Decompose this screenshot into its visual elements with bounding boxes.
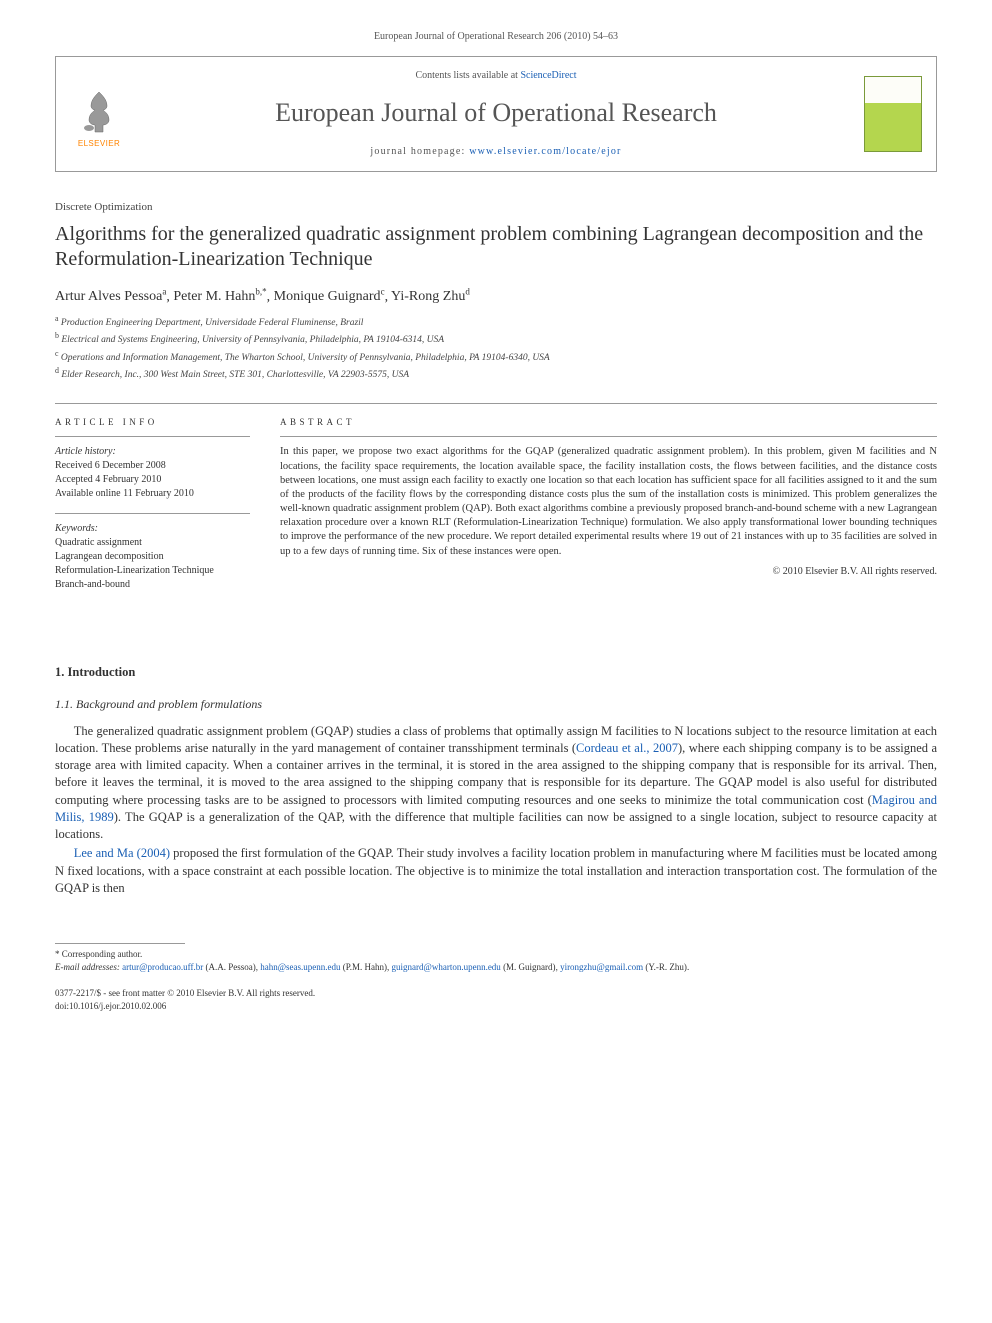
homepage-prefix: journal homepage: <box>370 146 469 157</box>
affiliation: a Production Engineering Department, Uni… <box>55 313 937 330</box>
citation-link[interactable]: Cordeau et al., 2007 <box>576 741 678 755</box>
keywords-label: Keywords: <box>55 522 250 536</box>
affiliation: b Electrical and Systems Engineering, Un… <box>55 330 937 347</box>
contents-prefix: Contents lists available at <box>415 70 520 81</box>
journal-reference: European Journal of Operational Research… <box>55 30 937 44</box>
email-who: (A.A. Pessoa) <box>206 962 256 972</box>
email-who: (P.M. Hahn) <box>343 962 387 972</box>
section-heading-introduction: 1. Introduction <box>55 664 937 682</box>
footnote-rule <box>55 943 185 944</box>
keyword: Reformulation-Linearization Technique <box>55 564 250 578</box>
homepage-link[interactable]: www.elsevier.com/locate/ejor <box>469 146 621 157</box>
section-label: Discrete Optimization <box>55 200 937 215</box>
email-link[interactable]: yirongzhu@gmail.com <box>560 962 643 972</box>
author-list: Artur Alves Pessoaa, Peter M. Hahnb,*, M… <box>55 286 937 307</box>
author: Peter M. Hahnb,* <box>173 289 266 304</box>
email-link[interactable]: guignard@wharton.upenn.edu <box>392 962 501 972</box>
keyword: Branch-and-bound <box>55 578 250 592</box>
author: Monique Guignardc <box>274 289 385 304</box>
header-center: Contents lists available at ScienceDirec… <box>142 69 850 159</box>
footnotes: * Corresponding author. E-mail addresses… <box>55 948 937 973</box>
author: Artur Alves Pessoaa <box>55 289 166 304</box>
body-paragraph: The generalized quadratic assignment pro… <box>55 723 937 844</box>
history-item: Accepted 4 February 2010 <box>55 473 250 487</box>
paragraph-text: ). The GQAP is a generalization of the Q… <box>55 810 937 841</box>
subsection-heading: 1.1. Background and problem formulations <box>55 696 937 713</box>
copyright-line: © 2010 Elsevier B.V. All rights reserved… <box>280 565 937 579</box>
journal-cover-thumbnail <box>864 76 922 152</box>
article-info-header: ARTICLE INFO <box>55 404 250 438</box>
article-info-column: ARTICLE INFO Article history: Received 6… <box>55 404 250 605</box>
email-link[interactable]: hahn@seas.upenn.edu <box>260 962 340 972</box>
keyword: Quadratic assignment <box>55 536 250 550</box>
affiliation: c Operations and Information Management,… <box>55 348 937 365</box>
elsevier-logo: ELSEVIER <box>70 79 128 149</box>
article-title: Algorithms for the generalized quadratic… <box>55 222 937 272</box>
issn-copyright-line: 0377-2217/$ - see front matter © 2010 El… <box>55 987 937 1000</box>
author: Yi-Rong Zhud <box>391 289 470 304</box>
affiliation-list: a Production Engineering Department, Uni… <box>55 313 937 383</box>
keywords-block: Keywords: Quadratic assignment Lagrangea… <box>55 522 250 592</box>
elsevier-tree-icon <box>75 88 123 136</box>
sciencedirect-link[interactable]: ScienceDirect <box>520 70 576 81</box>
abstract-column: ABSTRACT In this paper, we propose two e… <box>280 404 937 605</box>
info-divider <box>55 513 250 514</box>
contents-available-line: Contents lists available at ScienceDirec… <box>142 69 850 83</box>
info-abstract-row: ARTICLE INFO Article history: Received 6… <box>55 403 937 605</box>
paragraph-text: proposed the first formulation of the GQ… <box>55 846 937 895</box>
keyword: Lagrangean decomposition <box>55 550 250 564</box>
email-who: (M. Guignard) <box>503 962 556 972</box>
history-item: Available online 11 February 2010 <box>55 487 250 501</box>
body-paragraph: Lee and Ma (2004) proposed the first for… <box>55 845 937 897</box>
abstract-text: In this paper, we propose two exact algo… <box>280 445 937 558</box>
journal-homepage-line: journal homepage: www.elsevier.com/locat… <box>142 145 850 159</box>
email-label: E-mail addresses: <box>55 962 120 972</box>
email-line: E-mail addresses: artur@producao.uff.br … <box>55 961 937 974</box>
citation-link[interactable]: Lee and Ma (2004) <box>74 846 170 860</box>
doi-line: doi:10.1016/j.ejor.2010.02.006 <box>55 1000 937 1013</box>
email-link[interactable]: artur@producao.uff.br <box>122 962 203 972</box>
elsevier-label: ELSEVIER <box>78 138 120 149</box>
journal-title: European Journal of Operational Research <box>142 95 850 131</box>
affiliation: d Elder Research, Inc., 300 West Main St… <box>55 365 937 382</box>
history-item: Received 6 December 2008 <box>55 459 250 473</box>
abstract-header: ABSTRACT <box>280 404 937 438</box>
journal-header-box: ELSEVIER Contents lists available at Sci… <box>55 56 937 172</box>
article-history-block: Article history: Received 6 December 200… <box>55 445 250 501</box>
history-label: Article history: <box>55 445 250 459</box>
email-who: (Y.-R. Zhu) <box>645 962 687 972</box>
corresponding-author-note: * Corresponding author. <box>55 948 937 961</box>
